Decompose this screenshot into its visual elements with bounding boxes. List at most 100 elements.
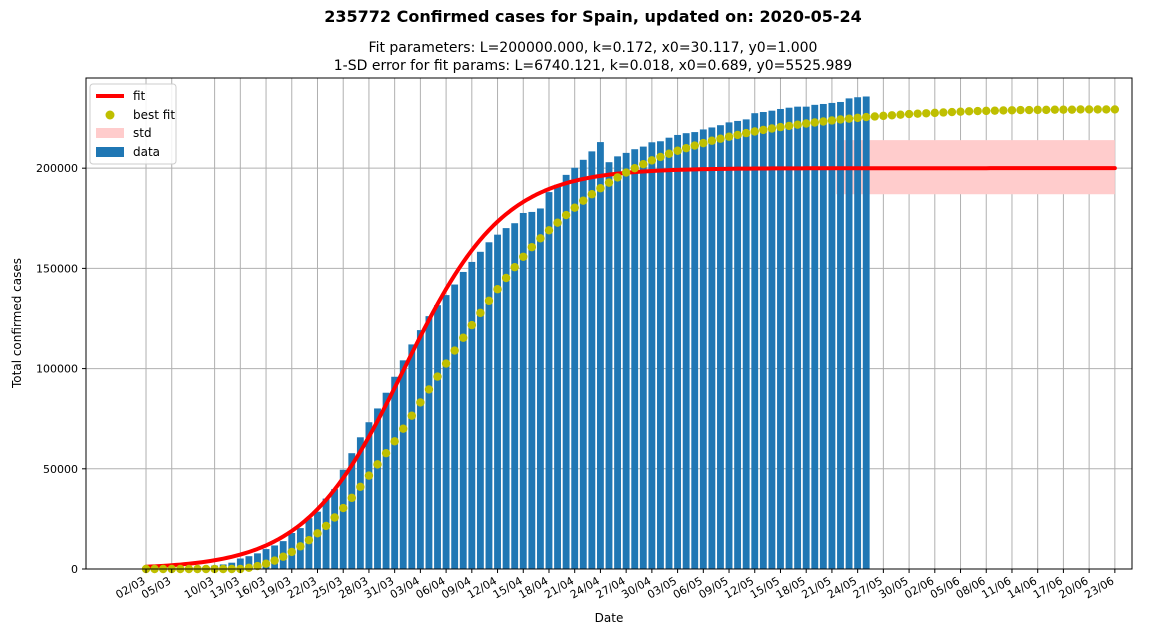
best-fit-point [441, 359, 451, 368]
best-fit-point [630, 163, 639, 173]
data-bar [442, 295, 450, 569]
data-bar [837, 101, 844, 570]
data-bar [648, 142, 656, 570]
data-bar [614, 156, 622, 569]
best-fit-point [399, 424, 408, 433]
best-fit-point [390, 437, 399, 446]
data-bar [691, 132, 699, 569]
best-fit-point [827, 116, 837, 125]
best-fit-point [853, 113, 862, 123]
data-bar [622, 152, 630, 569]
data-bar [725, 122, 733, 570]
y-tick-label: 150000 [36, 262, 78, 275]
data-bar [828, 102, 836, 569]
best-fit-point [982, 106, 991, 116]
data-bar [845, 98, 853, 570]
best-fit-point [964, 107, 974, 116]
data-bar [425, 316, 433, 569]
data-bar [657, 141, 664, 569]
data-bar [571, 167, 579, 569]
best-fit-point [767, 124, 777, 133]
best-fit-point [681, 143, 691, 153]
data-bar [391, 376, 399, 569]
best-fit-point [801, 119, 811, 128]
data-bar [408, 344, 416, 569]
best-fit-point [270, 556, 279, 565]
legend-best-fit-label: best fit [133, 108, 175, 122]
best-fit-point [476, 308, 485, 318]
x-tick-label: 05/03 [139, 574, 173, 601]
data-bar [605, 162, 613, 569]
data-bar [777, 108, 784, 570]
data-bar [459, 271, 467, 569]
data-bars [142, 96, 870, 570]
best-fit-point [544, 226, 554, 235]
data-bar [759, 112, 767, 569]
data-bar [862, 96, 870, 570]
legend-frame [89, 83, 177, 165]
legend-data-swatch [96, 147, 124, 157]
best-fit-point [278, 552, 288, 561]
best-fit-point [844, 114, 854, 123]
data-bar [519, 212, 527, 569]
best-fit-point [1042, 105, 1051, 115]
best-fit-point [1033, 105, 1042, 115]
data-bar [382, 392, 390, 569]
best-fit-point [381, 448, 391, 458]
y-tick-label: 50000 [43, 463, 78, 476]
data-bar [245, 556, 253, 569]
best-fit-point [999, 106, 1008, 115]
best-fit-point [587, 190, 597, 199]
x-tick-label: 23/06 [1082, 574, 1116, 601]
data-bar [785, 107, 793, 569]
data-bar [494, 234, 501, 570]
best-fit-point [613, 173, 622, 182]
data-bar [399, 360, 407, 569]
best-fit-point [836, 115, 845, 124]
best-fit-point [579, 196, 588, 205]
data-bar [262, 549, 270, 569]
data-bar [854, 97, 862, 569]
best-fit-point [810, 118, 819, 127]
best-fit-point [1093, 105, 1102, 114]
data-bar [819, 103, 827, 569]
best-fit-point [656, 152, 665, 162]
best-fit-point [527, 242, 537, 252]
best-fit-point [776, 122, 785, 132]
best-fit-point [484, 296, 494, 306]
data-bar [322, 498, 330, 569]
best-fit-point [424, 385, 434, 394]
data-bar [511, 223, 519, 569]
data-bar [631, 149, 639, 570]
data-bar [434, 305, 441, 569]
data-bar [236, 558, 244, 569]
best-fit-point [253, 561, 262, 571]
best-fit-point [750, 127, 759, 136]
data-bar [485, 242, 493, 569]
data-bar [502, 228, 510, 569]
best-fit-point [956, 107, 965, 116]
data-bar [254, 553, 261, 569]
data-bar [554, 184, 561, 569]
data-bar [579, 159, 587, 570]
best-fit-point [1016, 105, 1025, 115]
best-fit-points [141, 105, 1120, 574]
y-tick-label: 200000 [36, 162, 78, 175]
best-fit-point [819, 117, 828, 126]
legend-best-fit-swatch [105, 110, 115, 120]
fit-curve [144, 166, 1117, 569]
best-fit-point [1059, 105, 1068, 114]
best-fit-point [904, 109, 914, 119]
best-fit-point [493, 285, 502, 294]
data-bar [674, 134, 682, 569]
best-fit-point [1076, 105, 1085, 114]
best-fit-point [862, 112, 871, 122]
best-fit-point [922, 109, 931, 118]
best-fit-point [913, 109, 922, 118]
data-bar [742, 119, 750, 570]
plot-area-frame [85, 77, 1133, 570]
best-fit-point [536, 234, 545, 243]
data-bar [476, 251, 484, 569]
data-bar [468, 261, 476, 569]
data-bar [665, 137, 673, 569]
